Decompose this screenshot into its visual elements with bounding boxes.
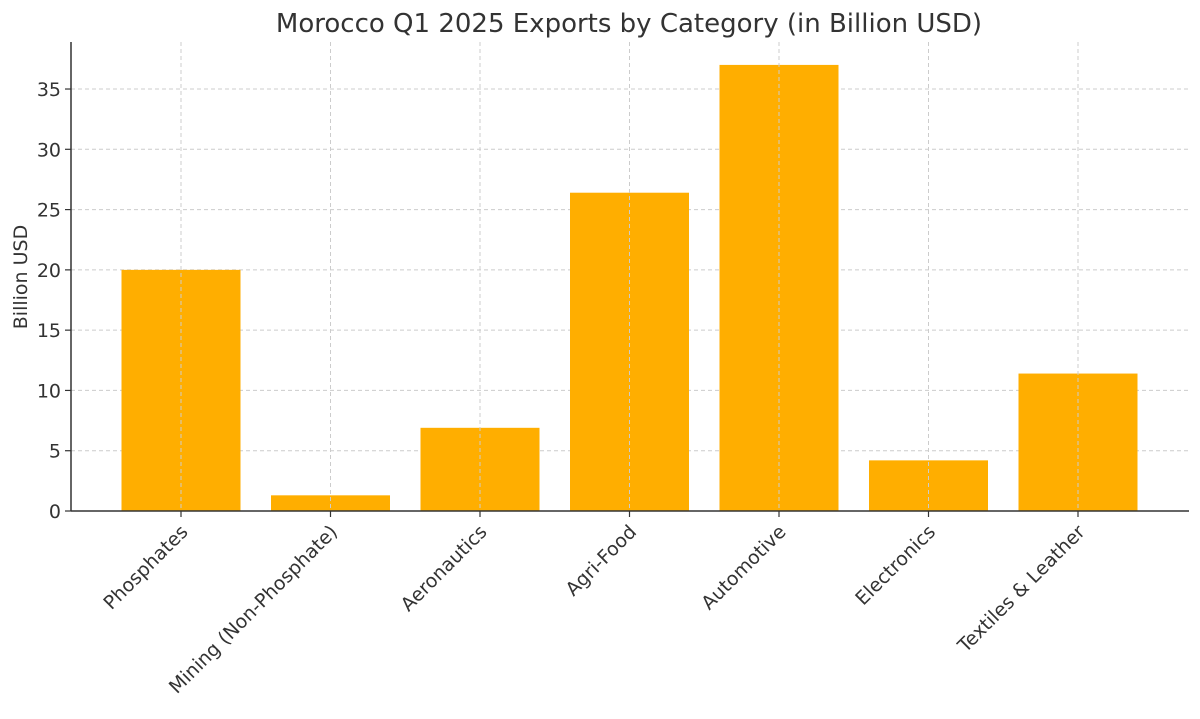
x-tick-label: Aeronautics <box>397 521 492 616</box>
x-tick-label: Phosphates <box>99 521 192 614</box>
x-tick-label: Automotive <box>697 521 790 614</box>
x-tick-label: Electronics <box>851 521 940 610</box>
y-tick-label: 20 <box>37 260 61 282</box>
x-tick-label: Agri-Food <box>561 521 641 601</box>
y-tick-label: 5 <box>49 441 61 463</box>
chart-title: Morocco Q1 2025 Exports by Category (in … <box>276 9 982 39</box>
y-tick-label: 25 <box>37 200 61 222</box>
bar <box>121 269 241 511</box>
axes <box>65 42 1189 517</box>
x-tick-label: Textiles & Leather <box>953 521 1090 658</box>
vertical-grid-lines <box>180 42 1079 511</box>
grid-lines <box>71 88 1189 452</box>
y-tick-label: 35 <box>37 79 61 101</box>
y-tick-label: 30 <box>37 139 61 161</box>
y-tick-label: 0 <box>49 501 61 523</box>
y-tick-label: 10 <box>37 380 61 402</box>
y-tick-label: 15 <box>37 320 61 342</box>
y-axis-label: Billion USD <box>10 225 32 329</box>
y-tick-labels: 0 5 10 15 20 25 30 35 <box>37 79 61 523</box>
x-tick-label: Mining (Non-Phosphate) <box>165 521 342 698</box>
bar <box>271 495 390 511</box>
